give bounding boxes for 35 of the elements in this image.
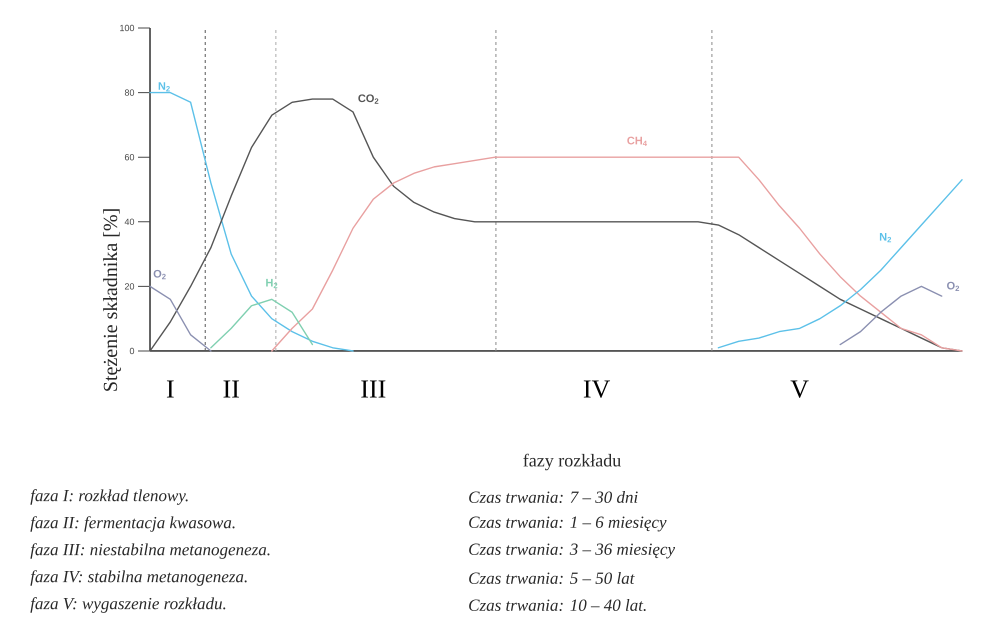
text: faza II: fermentacja kwasowa. [30,516,235,532]
y-axis-title: Stężenie składnika [%] [103,209,121,391]
line-series [840,286,942,346]
text: Czas trwania: 5 – 50 lat [469,572,635,584]
x-tick-label: V [790,380,809,398]
series-label: N$_{2}$ [880,233,892,242]
series-label: O$_{2}$ [947,282,960,292]
x-tick-label: IV [584,380,610,398]
text: Czas trwania: 3 – 36 miesięcy [469,544,676,558]
series-label: H$_{2}$ [266,278,278,288]
line-series [210,298,314,348]
x-axis-title: fazy rozkładu [523,454,621,470]
text: faza III: niestabilna metanogeneza. [30,543,270,559]
y-tick-label: 0 [130,348,134,354]
text: Czas trwania: 10 – 40 lat. [469,598,646,611]
line-series [149,92,354,352]
x-tick-label: II [223,380,239,398]
text: Czas trwania: 1 – 6 miesięcy [469,516,667,532]
series-label: O$_{2}$ [154,270,166,280]
line-series [718,179,963,348]
line-series [149,286,212,352]
y-tick-label: 60 [124,154,134,160]
text: faza I: rozkład tlenowy. [30,489,188,505]
series-label: CH$_{4}$ [627,136,647,146]
x-tick-label: I [166,380,174,398]
series-label: N$_{2}$ [158,82,170,92]
series-label: CO$_{2}$ [358,94,378,104]
y-tick-label: 40 [124,218,134,225]
text: faza IV: stabilna metanogeneza. [30,570,247,586]
y-tick-label: 20 [124,283,134,290]
y-tick-label: 100 [120,24,134,32]
text: Czas trwania: 7 – 30 dni [469,490,638,503]
x-tick-label: III [361,380,386,398]
y-tick-label: 80 [124,89,134,96]
text: faza V: wygaszenie rozkładu. [30,597,226,613]
